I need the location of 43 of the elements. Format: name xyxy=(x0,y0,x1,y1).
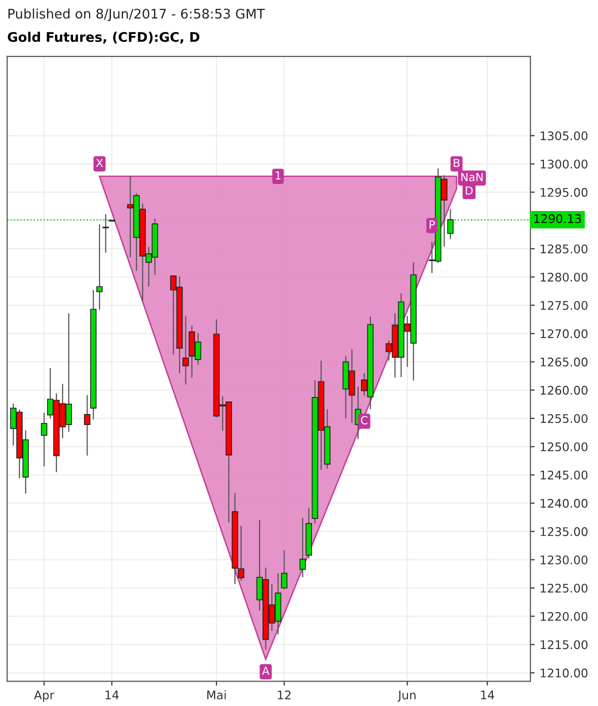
x-tick-label: 12 xyxy=(278,690,291,700)
y-tick-label: 1240.00 xyxy=(540,498,588,508)
annotation: B xyxy=(454,158,460,167)
y-tick-label: 1255.00 xyxy=(540,414,588,424)
y-tick-label: 1225.00 xyxy=(540,584,588,593)
y-tick-label: 1305.00 xyxy=(540,131,588,140)
y-tick-label: 1285.00 xyxy=(540,244,588,254)
y-tick-label: 1280.00 xyxy=(540,272,588,282)
y-tick-label: 1295.00 xyxy=(540,188,588,197)
annotation: 1 xyxy=(276,171,281,180)
candlestick xyxy=(96,224,103,310)
annotation: P xyxy=(430,220,435,229)
candlestick xyxy=(299,517,306,578)
x-tick-label: 14 xyxy=(106,690,119,700)
candlestick xyxy=(102,214,109,254)
x-tick-label: Apr xyxy=(34,690,54,702)
y-tick-label: 1275.00 xyxy=(540,300,588,310)
annotation: D xyxy=(466,186,473,195)
x-tick-label: 14 xyxy=(481,690,494,700)
annotation: NaN xyxy=(461,173,483,182)
y-tick-label: 1265.00 xyxy=(540,358,588,366)
y-tick-label: 1215.00 xyxy=(540,640,588,650)
x-tick-label: Jun xyxy=(397,690,416,702)
y-tick-label: 1260.00 xyxy=(540,386,588,395)
chart-title: Published on 8/Jun/2017 - 6:58:53 GMT xyxy=(8,8,265,22)
candlestick xyxy=(281,550,288,590)
y-tick-label: 1270.00 xyxy=(540,329,588,338)
y-tick-label: 1245.00 xyxy=(540,470,588,480)
y-tick-label: 1300.00 xyxy=(540,160,588,169)
x-tick-label: Mai xyxy=(207,690,226,700)
annotation: C xyxy=(360,416,368,424)
y-tick-label: 1235.00 xyxy=(540,527,588,536)
candlestick xyxy=(238,525,244,582)
ref-line-label: 1290.13 xyxy=(534,214,581,224)
annotation: X xyxy=(96,158,103,167)
chart-subtitle: Gold Futures, (CFD):GC, D xyxy=(8,32,200,44)
candlestick xyxy=(84,394,90,456)
candlestick xyxy=(40,412,48,467)
y-tick-label: 1250.00 xyxy=(540,442,588,452)
y-tick-label: 1210.00 xyxy=(540,668,588,678)
annotation: A xyxy=(262,666,270,675)
y-tick-label: 1220.00 xyxy=(540,612,588,621)
y-tick-label: 1230.00 xyxy=(540,555,588,564)
